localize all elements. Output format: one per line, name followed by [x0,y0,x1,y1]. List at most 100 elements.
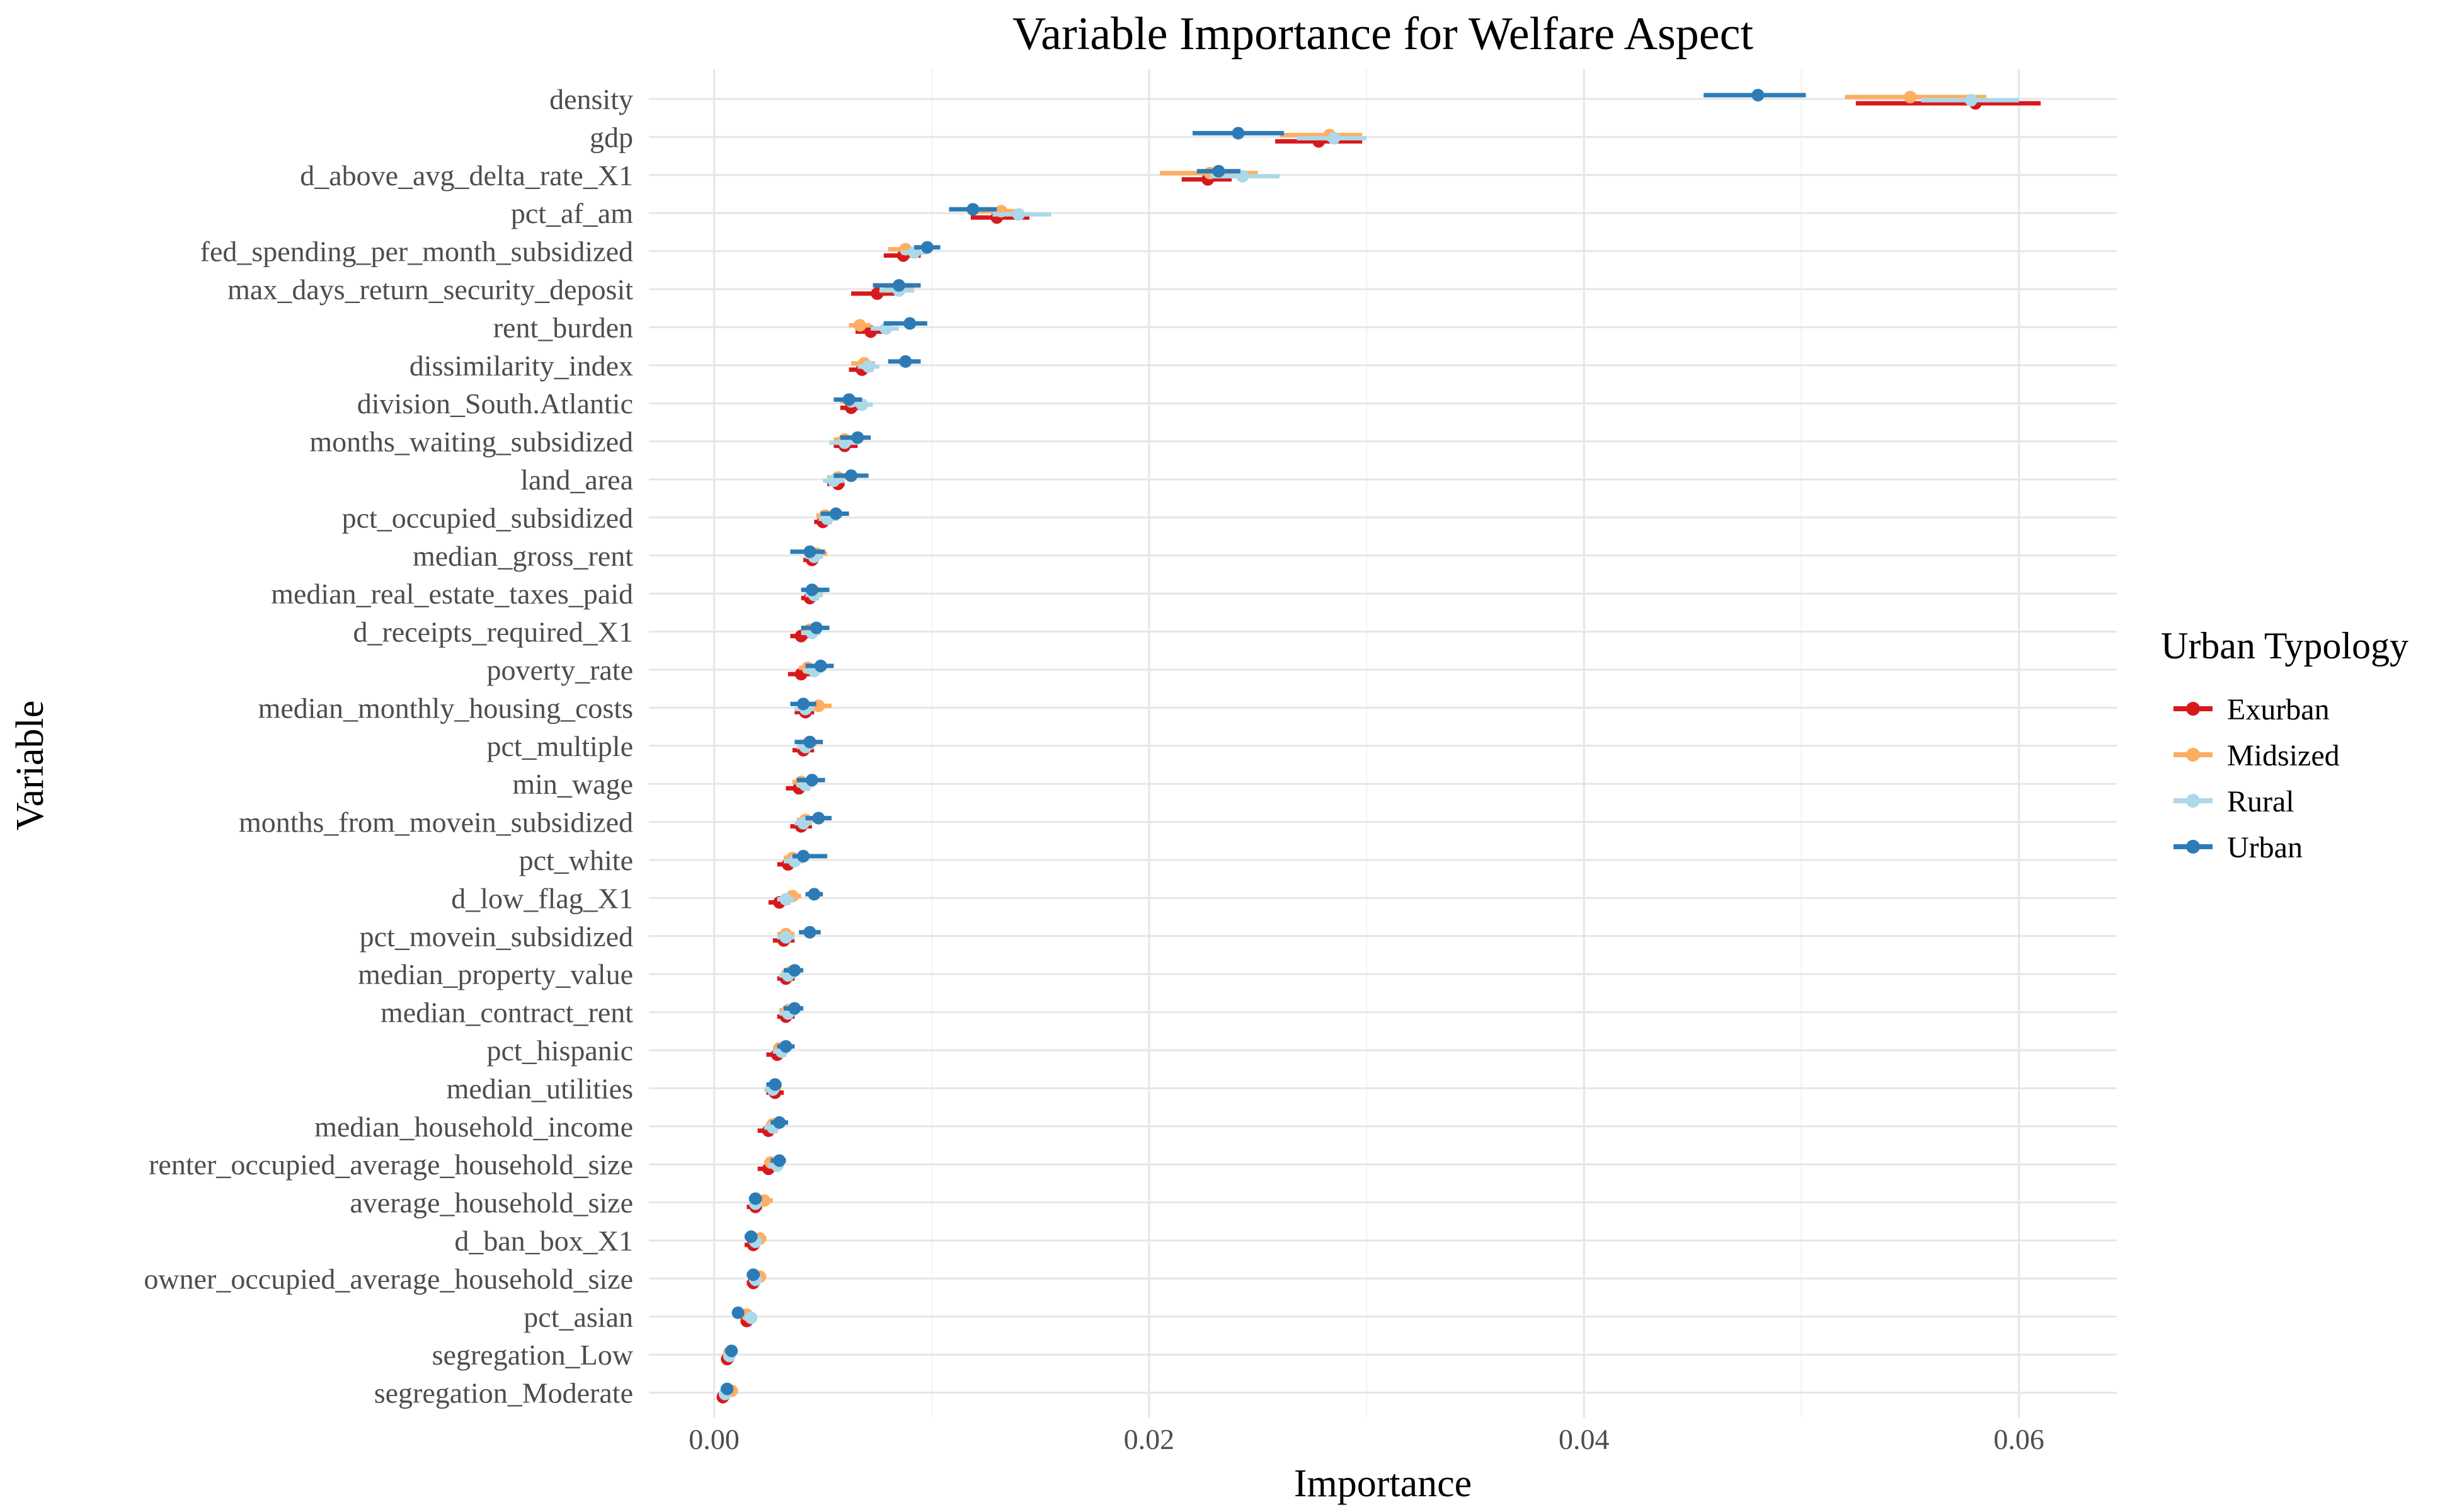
y-tick-label: median_monthly_housing_costs [258,692,633,724]
data-point [779,931,793,944]
y-tick-label: d_receipts_required_X1 [353,616,633,648]
legend-item-urban: Urban [2174,831,2303,864]
data-point [1904,91,1917,103]
x-tick-label: 0.02 [1124,1423,1175,1455]
data-point [803,545,816,558]
legend-item-midsized: Midsized [2174,739,2340,772]
data-point [803,735,816,748]
data-point [853,319,866,332]
data-point [920,241,934,254]
legend-key-point [2186,748,2200,762]
y-tick-label: median_property_value [358,958,633,990]
x-axis-title: Importance [1294,1462,1472,1505]
data-point [805,583,818,597]
y-tick-label: owner_occupied_average_household_size [144,1263,633,1295]
y-tick-label: segregation_Moderate [374,1377,633,1409]
legend-label: Urban [2227,831,2303,864]
y-tick-label: fed_spending_per_month_subsidized [200,236,633,268]
y-tick-label: min_wage [512,768,633,800]
data-point [812,811,825,825]
data-point [814,660,827,672]
x-tick-label: 0.06 [1993,1423,2044,1455]
y-tick-label: median_utilities [447,1072,633,1104]
legend-item-exurban: Exurban [2174,693,2330,726]
data-point [966,203,980,216]
data-point [842,393,856,406]
data-point [773,1154,786,1167]
y-tick-label: poverty_rate [487,654,633,686]
data-point [829,507,842,520]
data-point [779,893,793,906]
y-tick-label: average_household_size [350,1187,633,1219]
y-tick-label: d_ban_box_X1 [454,1225,633,1257]
y-tick-label: division_South.Atlantic [357,387,633,420]
y-axis-tick-labels: density gdp d_above_avg_delta_rate_X1 pct_a… [144,83,633,1409]
data-point [725,1344,738,1358]
y-tick-label: pct_asian [524,1301,633,1333]
data-series [716,89,2041,1404]
legend-item-rural: Rural [2174,785,2294,818]
data-point [788,1002,801,1015]
x-axis-tick-labels: 0.00 0.02 0.04 0.06 [689,1423,2044,1455]
y-tick-label: pct_occupied_subsidized [342,501,633,534]
legend-label: Midsized [2227,739,2340,772]
y-tick-label: median_gross_rent [413,540,633,572]
y-tick-label: months_waiting_subsidized [309,426,633,458]
data-point [769,1078,782,1091]
y-tick-label: gdp [590,121,633,153]
grid-lines [649,69,2117,1418]
data-point [1212,164,1225,178]
data-point [803,925,816,939]
legend-label: Rural [2227,785,2294,818]
data-point [749,1192,762,1205]
data-point [851,431,864,444]
series-urban [720,89,1806,1395]
data-point [845,469,858,482]
y-tick-label: pct_af_am [511,197,633,229]
data-point [903,317,917,330]
data-point [1012,208,1025,221]
data-point [1232,127,1245,140]
data-point [745,1311,758,1324]
data-point [731,1306,745,1319]
y-tick-label: pct_multiple [486,730,633,762]
data-point [808,888,821,901]
data-point [797,697,810,711]
y-tick-label: pct_movein_subsidized [360,920,633,953]
data-point [1751,89,1765,101]
legend-key-point [2186,840,2200,854]
legend-key-point [2186,794,2200,808]
y-tick-label: median_real_estate_taxes_paid [271,578,633,610]
data-point [810,621,823,634]
data-point [1327,132,1341,145]
y-tick-label: d_low_flag_X1 [451,882,633,914]
data-point [862,360,875,373]
data-point [745,1230,758,1243]
x-tick-label: 0.00 [689,1423,740,1455]
data-point [788,964,801,977]
data-point [773,1116,786,1129]
data-point [797,850,810,862]
y-tick-label: median_contract_rent [381,997,633,1029]
y-tick-label: renter_occupied_average_household_size [149,1148,633,1181]
chart-title: Variable Importance for Welfare Aspect [1012,8,1754,60]
y-tick-label: rent_burden [493,311,633,343]
legend-key-point [2186,702,2200,716]
data-point [747,1268,760,1281]
legend: Urban Typology Exurban Midsized Rural Urban [2161,625,2408,864]
legend-label: Exurban [2227,693,2330,726]
data-point [892,279,905,292]
y-tick-label: max_days_return_security_deposit [227,273,633,306]
x-tick-label: 0.04 [1559,1423,1610,1455]
y-tick-label: land_area [520,464,633,496]
y-tick-label: pct_hispanic [487,1034,634,1067]
data-point [899,355,912,368]
data-point [1964,94,1978,106]
y-tick-label: months_from_movein_subsidized [239,806,633,839]
y-tick-label: d_above_avg_delta_rate_X1 [300,159,633,192]
data-point [721,1382,734,1395]
y-axis-title: Variable [9,701,52,831]
data-point [805,774,818,787]
y-tick-label: dissimilarity_index [410,350,633,382]
